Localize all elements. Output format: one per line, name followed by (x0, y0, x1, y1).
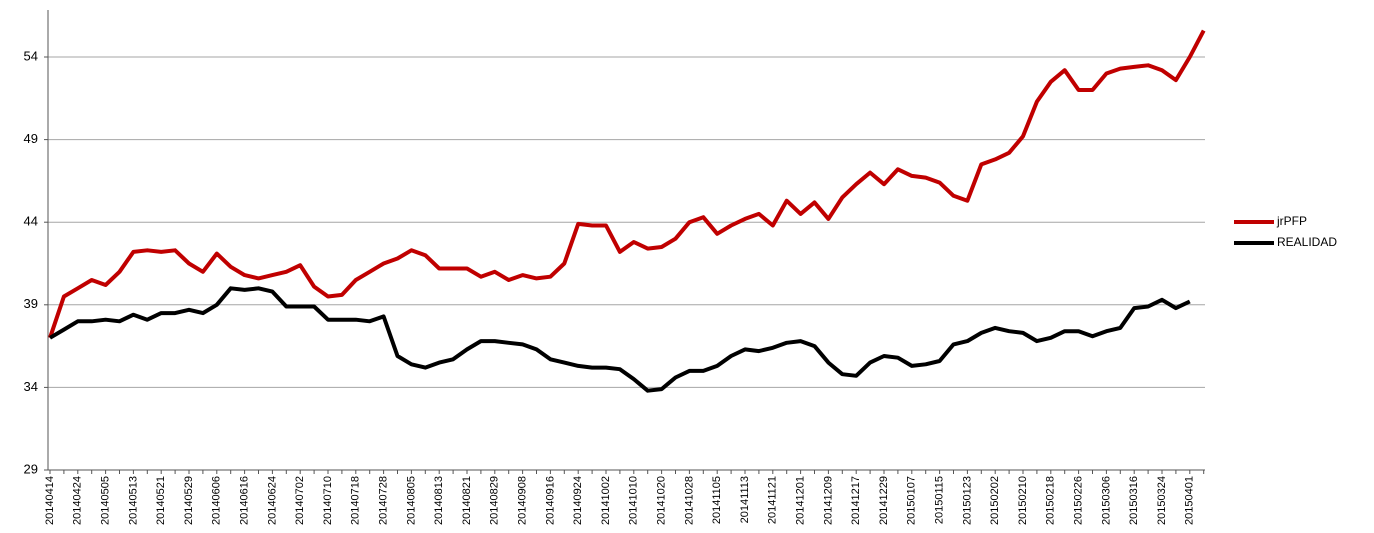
x-tick-label: 20150324 (1156, 476, 1168, 525)
x-tick-label: 20140513 (127, 476, 139, 525)
x-tick-label: 20140829 (489, 476, 501, 525)
x-tick-label: 20140821 (461, 476, 473, 525)
x-tick-label: 20141028 (683, 476, 695, 525)
x-tick-label: 20140624 (266, 476, 278, 525)
x-tick-label: 20140606 (211, 476, 223, 525)
x-tick-label: 20141209 (822, 476, 834, 525)
x-tick-label: 20150123 (961, 476, 973, 525)
x-tick-label: 20140414 (44, 476, 56, 525)
x-tick-label: 20140424 (72, 476, 84, 525)
y-tick-label: 44 (24, 214, 38, 229)
x-tick-label: 20150202 (989, 476, 1001, 525)
legend-label: jrPFP (1276, 214, 1307, 228)
x-tick-label: 20141201 (795, 476, 807, 525)
x-tick-label: 20140505 (100, 476, 112, 525)
x-tick-label: 20140718 (350, 476, 362, 525)
x-tick-label: 20150115 (934, 476, 946, 524)
x-tick-label: 20140805 (405, 476, 417, 525)
x-tick-label: 20140908 (517, 476, 529, 525)
x-tick-label: 20140728 (378, 476, 390, 525)
x-tick-label: 20140924 (572, 476, 584, 525)
x-tick-label: 20141105 (711, 476, 723, 524)
y-tick-label: 54 (24, 48, 38, 63)
x-tick-label: 20140616 (239, 476, 251, 525)
x-tick-label: 20150107 (906, 476, 918, 525)
x-tick-label: 20150210 (1017, 476, 1029, 525)
y-tick-label: 39 (24, 296, 38, 311)
series-line (48, 286, 1191, 393)
x-tick-label: 20150401 (1184, 476, 1196, 525)
y-tick-label: 29 (24, 461, 38, 476)
x-tick-label: 20141113 (739, 476, 751, 523)
x-tick-label: 20140916 (544, 476, 556, 525)
x-tick-label: 20141217 (850, 476, 862, 525)
x-tick-label: 20140710 (322, 476, 334, 525)
y-tick-label: 49 (24, 131, 38, 146)
x-tick-label: 20150306 (1100, 476, 1112, 525)
x-tick-label: 20141229 (878, 476, 890, 525)
x-tick-label: 20150218 (1045, 476, 1057, 525)
x-tick-label: 20140702 (294, 476, 306, 525)
x-tick-label: 20141020 (656, 476, 668, 525)
x-tick-label: 20150226 (1073, 476, 1085, 525)
x-tick-label: 20141010 (628, 476, 640, 525)
x-tick-label: 20141121 (767, 476, 779, 524)
x-tick-label: 20140521 (155, 476, 167, 525)
x-tick-label: 20150316 (1128, 476, 1140, 525)
series-line (48, 29, 1206, 339)
x-tick-label: 20140529 (183, 476, 195, 525)
legend-label: REALIDAD (1277, 235, 1337, 249)
x-tick-label: 20141002 (600, 476, 612, 525)
x-tick-label: 20140813 (433, 476, 445, 525)
y-tick-label: 34 (24, 379, 38, 394)
